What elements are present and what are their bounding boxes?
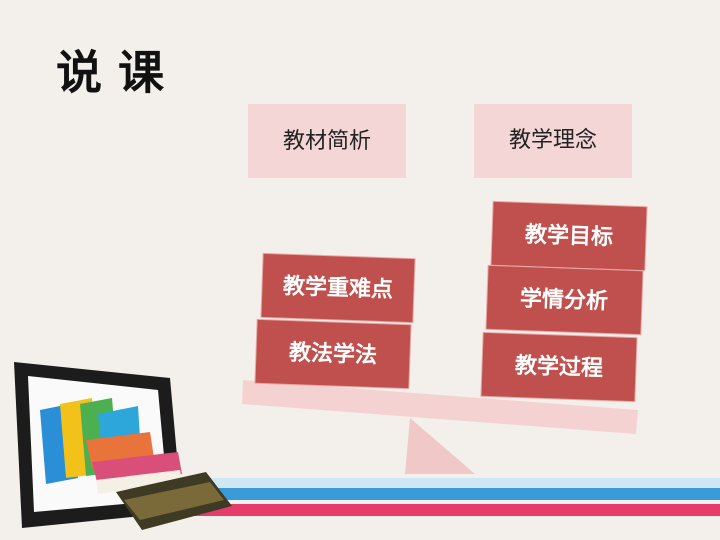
- tablet-illustration: [14, 362, 232, 530]
- fulcrum: [405, 418, 475, 474]
- slide-title: 说 课: [56, 46, 165, 100]
- right-block: 学情分析: [485, 264, 644, 336]
- red-box-label: 教学过程: [515, 352, 604, 381]
- left-block: 教法学法: [254, 318, 412, 390]
- stripe: [190, 504, 720, 516]
- red-box-label: 教学目标: [525, 221, 614, 250]
- right-block: 教学过程: [480, 331, 638, 403]
- plank: [242, 380, 638, 434]
- red-box: [260, 252, 416, 324]
- left-block: 教学重难点: [260, 252, 416, 324]
- stripe: [190, 500, 720, 504]
- top-box-label: 教学理念: [509, 128, 597, 153]
- red-box-label: 教学重难点: [283, 273, 394, 303]
- right-block: 教学目标: [490, 200, 648, 272]
- top-box: [248, 104, 406, 178]
- red-box: [485, 264, 644, 336]
- red-box: [254, 318, 412, 390]
- stripe: [190, 478, 720, 488]
- stripe: [190, 488, 720, 500]
- red-box: [480, 331, 638, 403]
- book-cover: [124, 482, 224, 520]
- top-box: [474, 104, 632, 178]
- top-box-label: 教材简析: [283, 129, 371, 154]
- book: [92, 452, 182, 486]
- red-box-label: 学情分析: [520, 285, 609, 314]
- book-pages: [96, 470, 182, 494]
- red-box-label: 教法学法: [289, 339, 378, 368]
